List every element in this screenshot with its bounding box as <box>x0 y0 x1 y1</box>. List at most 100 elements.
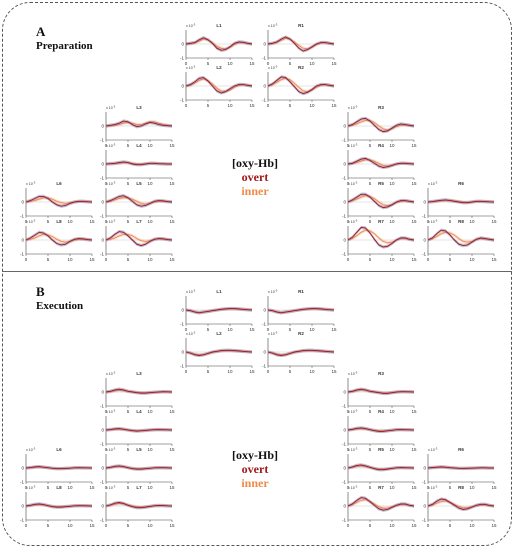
y-tick-label: 0 <box>423 200 426 205</box>
y-scale-label: x 10-3 <box>26 447 36 453</box>
y-tick-label: -1 <box>422 252 426 257</box>
x-tick-label: 5 <box>127 257 130 262</box>
x-tick-label: 0 <box>185 61 188 66</box>
y-tick-label: 0 <box>101 200 104 205</box>
legend-inner: inner <box>241 476 269 490</box>
x-tick-label: 10 <box>227 369 233 374</box>
x-tick-label: 5 <box>289 61 292 66</box>
x-tick-label: 10 <box>147 257 153 262</box>
y-scale-label: x 10-3 <box>106 219 116 225</box>
overt-line <box>185 37 253 51</box>
y-tick-label: -1 <box>100 138 104 143</box>
y-scale-label: x 10-3 <box>106 105 116 111</box>
x-tick-label: 15 <box>89 523 95 528</box>
x-tick-label: 0 <box>347 485 350 490</box>
x-tick-label: 10 <box>147 219 153 224</box>
x-tick-label: 0 <box>105 485 108 490</box>
subplot-b-l5: 0 5 10 150-1x 10-3 L5 <box>100 447 175 491</box>
x-tick-label: 15 <box>89 485 95 490</box>
y-scale-label: x 10-3 <box>348 371 358 377</box>
y-scale-label: x 10-3 <box>428 181 438 187</box>
x-tick-label: 15 <box>169 485 175 490</box>
subplot-label: R2 <box>298 65 304 70</box>
y-scale-label: x 10-3 <box>186 331 196 337</box>
inner-error-band <box>348 118 414 132</box>
y-scale-label: x 10-3 <box>268 23 278 29</box>
x-tick-label: 10 <box>309 61 315 66</box>
subplot-label: L7 <box>136 219 142 224</box>
subplot-label: L8 <box>56 219 62 224</box>
y-scale-label: x 10-3 <box>428 447 438 453</box>
overt-error-band <box>348 426 414 434</box>
subplot-label: R6 <box>458 181 464 186</box>
subplot-label: L4 <box>136 409 142 414</box>
subplot-label: R7 <box>378 219 384 224</box>
overt-line <box>105 195 173 207</box>
x-tick-label: 0 <box>347 219 350 224</box>
overt-error-band <box>428 465 494 471</box>
overt-line <box>347 464 415 471</box>
inner-line <box>347 195 415 206</box>
inner-line <box>427 231 495 243</box>
overt-line <box>185 77 253 94</box>
inner-error-band <box>268 36 334 51</box>
y-scale-label: x 10-3 <box>186 23 196 29</box>
subplot-a-r2: 0 5 10 150-1x 10-3 R2 <box>262 65 337 109</box>
legend-a: [oxy-Hb] overt inner <box>210 156 300 198</box>
x-tick-label: 0 <box>105 219 108 224</box>
x-tick-label: 5 <box>207 61 210 66</box>
x-tick-label: 10 <box>227 327 233 332</box>
subplot-b-l3: 0 5 10 150-1x 10-3 L3 <box>100 371 175 415</box>
panel-divider <box>2 271 512 272</box>
overt-line <box>105 388 173 394</box>
x-tick-label: 0 <box>105 447 108 452</box>
y-tick-label: -1 <box>342 176 346 181</box>
inner-error-band <box>428 465 494 470</box>
subplot-b-r4: 0 5 10 150-1x 10-3 R4 <box>342 409 417 453</box>
overt-error-band <box>26 502 92 509</box>
overt-error-band <box>348 225 414 249</box>
y-tick-label: -1 <box>262 56 266 61</box>
x-tick-label: 0 <box>347 257 350 262</box>
overt-line <box>267 349 335 356</box>
subplot-label: R1 <box>298 23 304 28</box>
figure-frame <box>2 2 512 546</box>
y-tick-label: -1 <box>20 518 24 523</box>
x-tick-label: 10 <box>389 409 395 414</box>
overt-line <box>347 157 415 168</box>
y-tick-label: -1 <box>342 404 346 409</box>
subplot-a-r3: 0 5 10 150-1x 10-3 R3 <box>342 105 417 149</box>
x-tick-label: 15 <box>331 327 337 332</box>
x-tick-label: 15 <box>249 327 255 332</box>
x-tick-label: 10 <box>227 103 233 108</box>
x-tick-label: 0 <box>105 409 108 414</box>
x-tick-label: 15 <box>169 409 175 414</box>
x-tick-label: 15 <box>89 219 95 224</box>
subplot-a-l7: 0 5 10 150-1x 10-3 L7 <box>100 219 175 263</box>
subplot-a-l3: 0 5 10 150-1x 10-3 L3 <box>100 105 175 149</box>
x-tick-label: 15 <box>249 61 255 66</box>
x-tick-label: 10 <box>309 369 315 374</box>
overt-line <box>25 466 93 470</box>
panel-b-title: Execution <box>36 300 84 312</box>
x-tick-label: 10 <box>469 523 475 528</box>
x-tick-label: 5 <box>289 369 292 374</box>
overt-line <box>185 308 253 314</box>
inner-error-band <box>428 230 494 244</box>
inner-line <box>347 119 415 131</box>
y-scale-label: x 10-3 <box>348 143 358 149</box>
y-scale-label: x 10-3 <box>348 105 358 111</box>
subplot-a-r1: 0 5 10 150-1x 10-3 R1 <box>262 23 337 67</box>
x-tick-label: 15 <box>249 103 255 108</box>
overt-line <box>347 427 415 432</box>
x-tick-label: 5 <box>369 181 372 186</box>
y-tick-label: 0 <box>21 504 24 509</box>
x-tick-label: 15 <box>411 485 417 490</box>
x-tick-label: 10 <box>227 61 233 66</box>
y-tick-label: -1 <box>100 404 104 409</box>
x-tick-label: 10 <box>147 485 153 490</box>
x-tick-label: 5 <box>127 485 130 490</box>
y-tick-label: -1 <box>342 518 346 523</box>
y-scale-label: x 10-3 <box>348 485 358 491</box>
subplot-label: L1 <box>216 289 222 294</box>
